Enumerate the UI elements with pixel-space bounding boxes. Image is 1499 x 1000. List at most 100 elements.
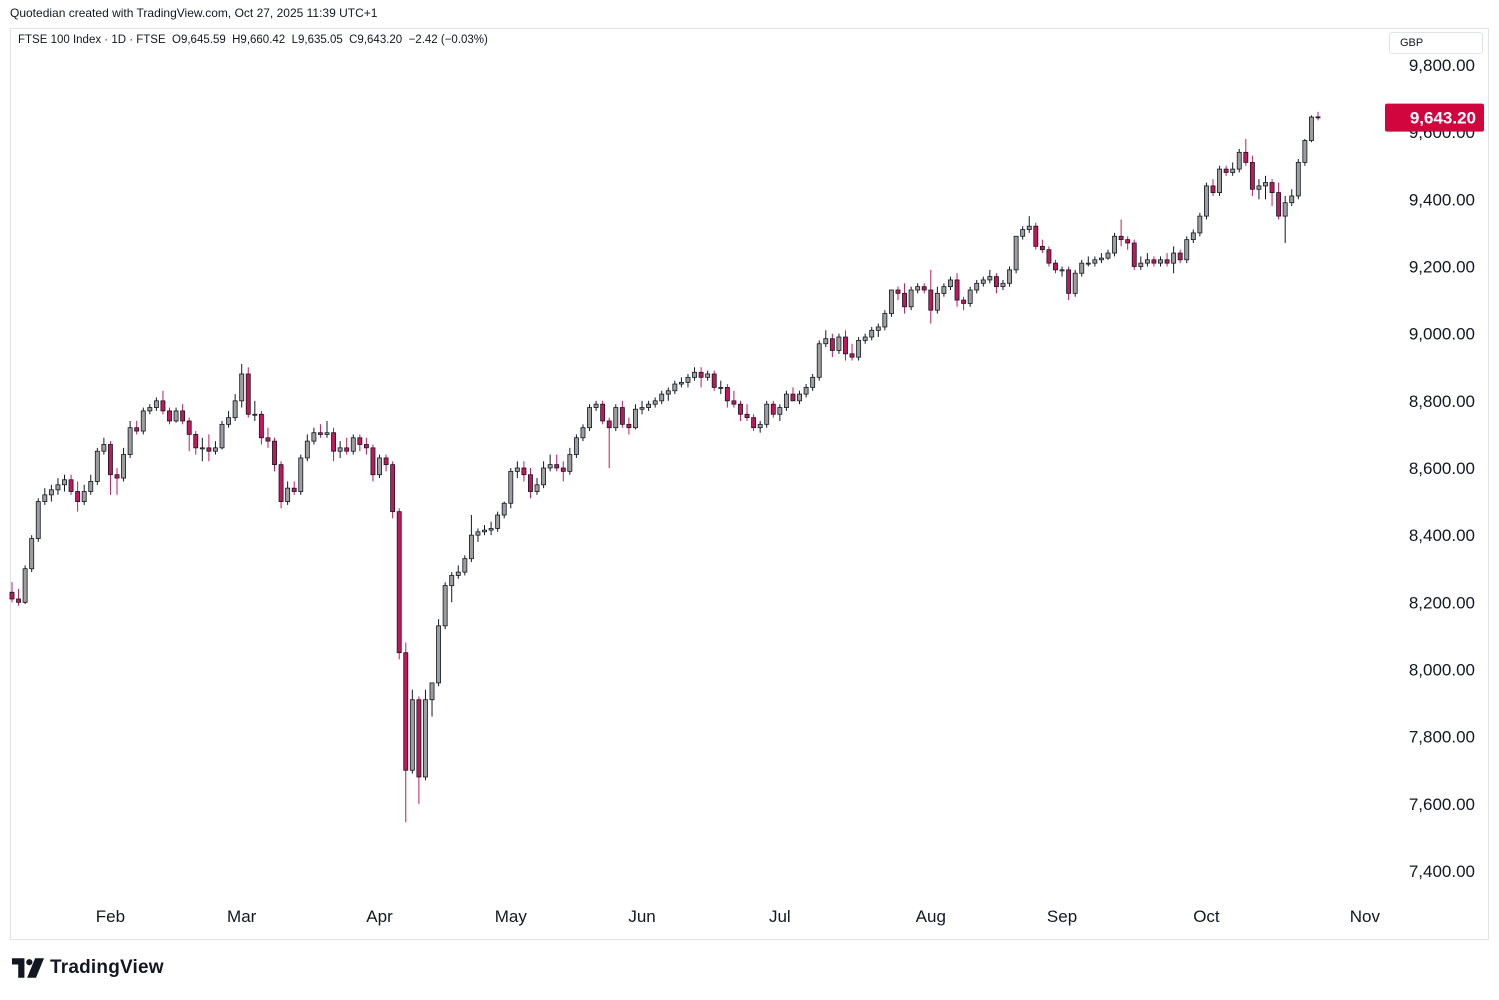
- currency-button[interactable]: GBP: [1389, 32, 1483, 54]
- candle[interactable]: [770, 400, 776, 418]
- candle[interactable]: [239, 363, 245, 408]
- candle[interactable]: [311, 427, 317, 445]
- candle[interactable]: [908, 286, 914, 311]
- candle[interactable]: [357, 434, 363, 452]
- candle[interactable]: [88, 474, 94, 495]
- candle[interactable]: [232, 394, 238, 421]
- candle[interactable]: [468, 515, 474, 563]
- candle[interactable]: [1046, 246, 1052, 267]
- candle[interactable]: [1171, 246, 1177, 274]
- candle[interactable]: [1138, 256, 1144, 270]
- candle[interactable]: [547, 454, 553, 472]
- candle[interactable]: [68, 474, 74, 495]
- candle[interactable]: [508, 468, 514, 509]
- candle[interactable]: [1289, 189, 1295, 207]
- candle[interactable]: [75, 481, 81, 512]
- candle[interactable]: [429, 682, 435, 717]
- candle[interactable]: [810, 373, 816, 391]
- candle[interactable]: [153, 397, 159, 411]
- candle[interactable]: [902, 283, 907, 314]
- candle[interactable]: [1072, 269, 1078, 297]
- candle[interactable]: [186, 417, 192, 452]
- candle[interactable]: [1033, 222, 1039, 250]
- candle[interactable]: [941, 283, 947, 297]
- candle[interactable]: [1085, 256, 1091, 267]
- candle[interactable]: [1158, 256, 1163, 267]
- candle[interactable]: [862, 333, 868, 344]
- candle[interactable]: [1118, 219, 1124, 247]
- candle[interactable]: [777, 404, 783, 421]
- candle[interactable]: [1177, 249, 1183, 264]
- candle[interactable]: [613, 404, 619, 432]
- candle[interactable]: [633, 404, 638, 430]
- candle[interactable]: [606, 417, 612, 468]
- candle[interactable]: [9, 582, 15, 603]
- candle[interactable]: [22, 565, 28, 605]
- candle[interactable]: [678, 377, 684, 388]
- candle[interactable]: [55, 478, 61, 495]
- candle[interactable]: [1079, 259, 1085, 277]
- candle[interactable]: [757, 420, 763, 433]
- candle[interactable]: [921, 283, 927, 294]
- candle[interactable]: [291, 481, 297, 495]
- candle[interactable]: [1309, 115, 1314, 143]
- candle[interactable]: [659, 390, 665, 405]
- candle[interactable]: [48, 484, 54, 502]
- candle[interactable]: [948, 276, 953, 291]
- candle[interactable]: [514, 461, 520, 479]
- candle[interactable]: [35, 498, 41, 542]
- candle[interactable]: [593, 400, 599, 411]
- candle[interactable]: [856, 337, 862, 361]
- candle[interactable]: [744, 404, 750, 421]
- candle[interactable]: [619, 400, 625, 428]
- candle[interactable]: [455, 565, 461, 579]
- candle[interactable]: [1112, 232, 1117, 257]
- candle[interactable]: [1059, 266, 1065, 277]
- candle[interactable]: [409, 689, 415, 774]
- candle[interactable]: [895, 286, 901, 301]
- candle[interactable]: [541, 461, 547, 489]
- candle[interactable]: [449, 572, 455, 603]
- candle[interactable]: [521, 461, 527, 482]
- candle[interactable]: [1203, 182, 1209, 220]
- candle[interactable]: [475, 528, 481, 542]
- candle[interactable]: [265, 427, 271, 448]
- brand-watermark[interactable]: TradingView: [12, 957, 164, 979]
- candle[interactable]: [836, 333, 842, 354]
- candle[interactable]: [147, 404, 153, 415]
- candle[interactable]: [127, 420, 133, 458]
- candle[interactable]: [672, 380, 678, 395]
- candle[interactable]: [1151, 256, 1157, 267]
- candle[interactable]: [560, 461, 566, 482]
- candle[interactable]: [1105, 249, 1111, 260]
- candle[interactable]: [62, 474, 67, 492]
- candle[interactable]: [1098, 253, 1104, 264]
- candle[interactable]: [199, 437, 205, 462]
- candle[interactable]: [501, 501, 507, 519]
- candle[interactable]: [318, 424, 323, 438]
- candle[interactable]: [101, 437, 107, 455]
- candle[interactable]: [442, 582, 448, 630]
- candle[interactable]: [626, 417, 632, 435]
- candle[interactable]: [882, 310, 888, 331]
- candle[interactable]: [370, 444, 376, 482]
- candle[interactable]: [987, 269, 993, 284]
- candle[interactable]: [600, 400, 606, 425]
- candle[interactable]: [698, 367, 704, 388]
- candle[interactable]: [298, 454, 304, 495]
- candle[interactable]: [829, 333, 835, 358]
- candle[interactable]: [803, 384, 809, 398]
- candle[interactable]: [180, 404, 186, 425]
- candle[interactable]: [1210, 179, 1216, 196]
- candle[interactable]: [278, 461, 284, 509]
- candle[interactable]: [692, 367, 697, 381]
- candle[interactable]: [1197, 212, 1203, 237]
- candle[interactable]: [94, 447, 100, 485]
- candle[interactable]: [685, 373, 691, 388]
- candle[interactable]: [16, 588, 21, 606]
- candle[interactable]: [160, 390, 166, 415]
- candle[interactable]: [114, 468, 120, 495]
- candle[interactable]: [790, 387, 796, 402]
- candle[interactable]: [888, 289, 894, 317]
- candle[interactable]: [42, 488, 48, 505]
